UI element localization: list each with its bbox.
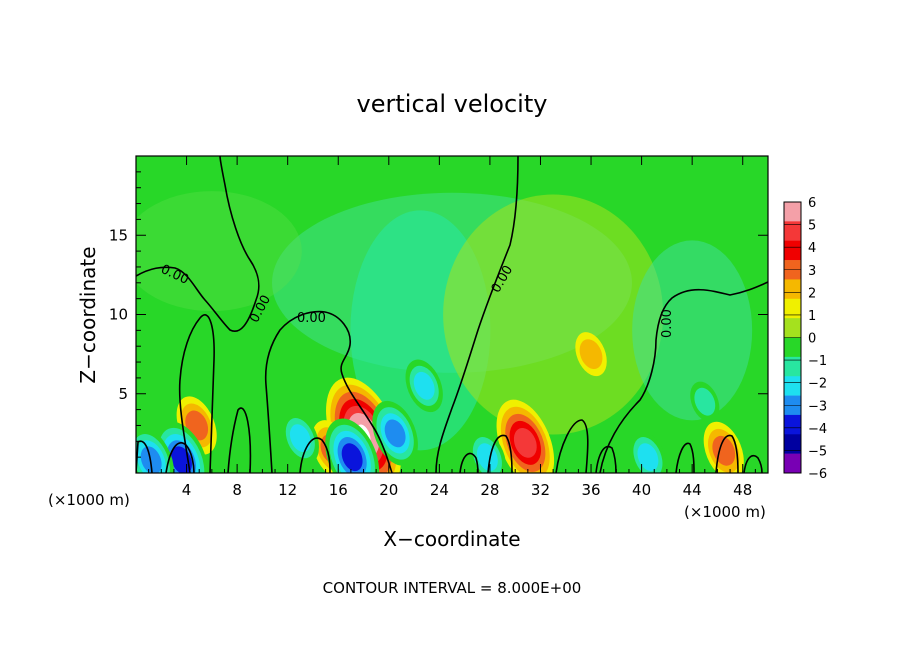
contour-line bbox=[555, 419, 589, 473]
colorbar-swatch bbox=[784, 221, 801, 242]
field-zone bbox=[443, 194, 664, 435]
contour-label: 0.00 bbox=[297, 311, 326, 326]
velocity-field bbox=[136, 191, 753, 473]
field-level bbox=[637, 443, 659, 472]
colorbar-swatch bbox=[784, 434, 801, 454]
colorbar-label: 0 bbox=[808, 332, 816, 347]
colorbar-swatch bbox=[784, 318, 801, 338]
colorbar-swatch bbox=[784, 240, 801, 261]
x-tick-label: 40 bbox=[632, 481, 651, 499]
colorbar: 6 5 4 3 2 1 0 −1 −2 −3 −4 −5 −6 bbox=[783, 196, 827, 482]
contour-line bbox=[136, 440, 153, 473]
x-tick-label: 20 bbox=[379, 481, 398, 499]
downdraft-cell bbox=[281, 411, 319, 465]
colorbar-swatch bbox=[784, 279, 801, 300]
field-level bbox=[289, 424, 311, 453]
field-zone bbox=[632, 240, 753, 421]
x-tick-label: 16 bbox=[329, 481, 348, 499]
x-tick-label: 44 bbox=[683, 481, 702, 499]
colorbar-label: −4 bbox=[808, 422, 827, 437]
contour-interval-note: CONTOUR INTERVAL = 8.000E+00 bbox=[323, 579, 582, 597]
x-tick-label: 48 bbox=[733, 481, 752, 499]
field-level bbox=[694, 387, 716, 416]
x-tick-label: 12 bbox=[278, 481, 297, 499]
x-tick-label: 24 bbox=[430, 481, 449, 499]
y-tick-label: 5 bbox=[118, 385, 128, 403]
field-level bbox=[579, 339, 603, 370]
field-level bbox=[413, 371, 435, 400]
colorbar-label: 4 bbox=[808, 241, 816, 256]
x-tick-label: 8 bbox=[232, 481, 242, 499]
colorbar-label: −2 bbox=[808, 377, 827, 392]
updraft-cell bbox=[575, 332, 607, 377]
x-unit-label-right: (×1000 m) bbox=[684, 503, 766, 521]
updraft-cell bbox=[496, 399, 555, 473]
colorbar-label: −3 bbox=[808, 399, 827, 414]
field-zone bbox=[136, 191, 302, 312]
contour-line bbox=[487, 434, 513, 473]
updraft-cell bbox=[703, 421, 744, 473]
colorbar-swatch bbox=[784, 414, 801, 435]
colorbar-swatch bbox=[784, 202, 801, 222]
contour-line bbox=[227, 407, 252, 473]
colorbar-label: −6 bbox=[808, 467, 827, 482]
chart-title: vertical velocity bbox=[357, 90, 548, 118]
colorbar-label: 3 bbox=[808, 264, 816, 279]
plot-area: 0.00 0.00 0.00 0.00 0.00 bbox=[136, 156, 768, 473]
contour-label: 0.00 bbox=[660, 309, 675, 338]
contour-line bbox=[165, 442, 195, 473]
contour-line bbox=[743, 454, 763, 473]
y-tick-label: 10 bbox=[109, 306, 128, 324]
x-unit-label: (×1000 m) bbox=[48, 491, 130, 509]
zero-contours bbox=[136, 156, 768, 473]
colorbar-label: 5 bbox=[808, 219, 816, 234]
contour-line bbox=[264, 310, 393, 473]
field-level bbox=[513, 427, 537, 458]
downdraft-cell bbox=[690, 381, 720, 422]
colorbar-label: −5 bbox=[808, 444, 827, 459]
contour-line bbox=[715, 434, 739, 473]
contour-line bbox=[595, 445, 617, 473]
x-axis-label: X−coordinate bbox=[383, 527, 520, 551]
colorbar-label: −1 bbox=[808, 354, 827, 369]
downdraft-cell bbox=[325, 418, 380, 473]
colorbar-swatch bbox=[784, 356, 801, 377]
field-level bbox=[341, 443, 363, 472]
downdraft-cell bbox=[154, 421, 209, 473]
contour-line bbox=[599, 281, 768, 473]
colorbar-swatch bbox=[784, 453, 801, 474]
x-tick-label: 28 bbox=[480, 481, 499, 499]
contour-line bbox=[459, 452, 479, 473]
colorbar-swatch bbox=[784, 376, 801, 396]
downdraft-cell bbox=[405, 359, 443, 413]
colorbar-label: 2 bbox=[808, 286, 816, 301]
colorbar-label: 6 bbox=[808, 196, 816, 211]
colorbar-label: 1 bbox=[808, 309, 816, 324]
x-axis: 4 8 12 16 20 24 28 32 36 40 44 48 bbox=[148, 156, 756, 499]
x-tick-label: 36 bbox=[581, 481, 600, 499]
field-level bbox=[384, 419, 406, 448]
y-tick-label: 15 bbox=[109, 226, 128, 244]
contour-line bbox=[299, 437, 331, 473]
contour-line bbox=[178, 314, 215, 473]
contour-line bbox=[136, 156, 260, 332]
colorbar-swatch bbox=[784, 298, 801, 319]
colorbar-swatch bbox=[784, 337, 801, 358]
contour-line bbox=[675, 442, 695, 473]
downdraft-cell bbox=[629, 430, 667, 473]
y-axis-label: Z−coordinate bbox=[76, 246, 100, 383]
x-tick-label: 32 bbox=[531, 481, 550, 499]
contour-line bbox=[435, 156, 519, 473]
x-tick-label: 4 bbox=[182, 481, 192, 499]
y-axis: 5 10 15 bbox=[109, 171, 768, 458]
